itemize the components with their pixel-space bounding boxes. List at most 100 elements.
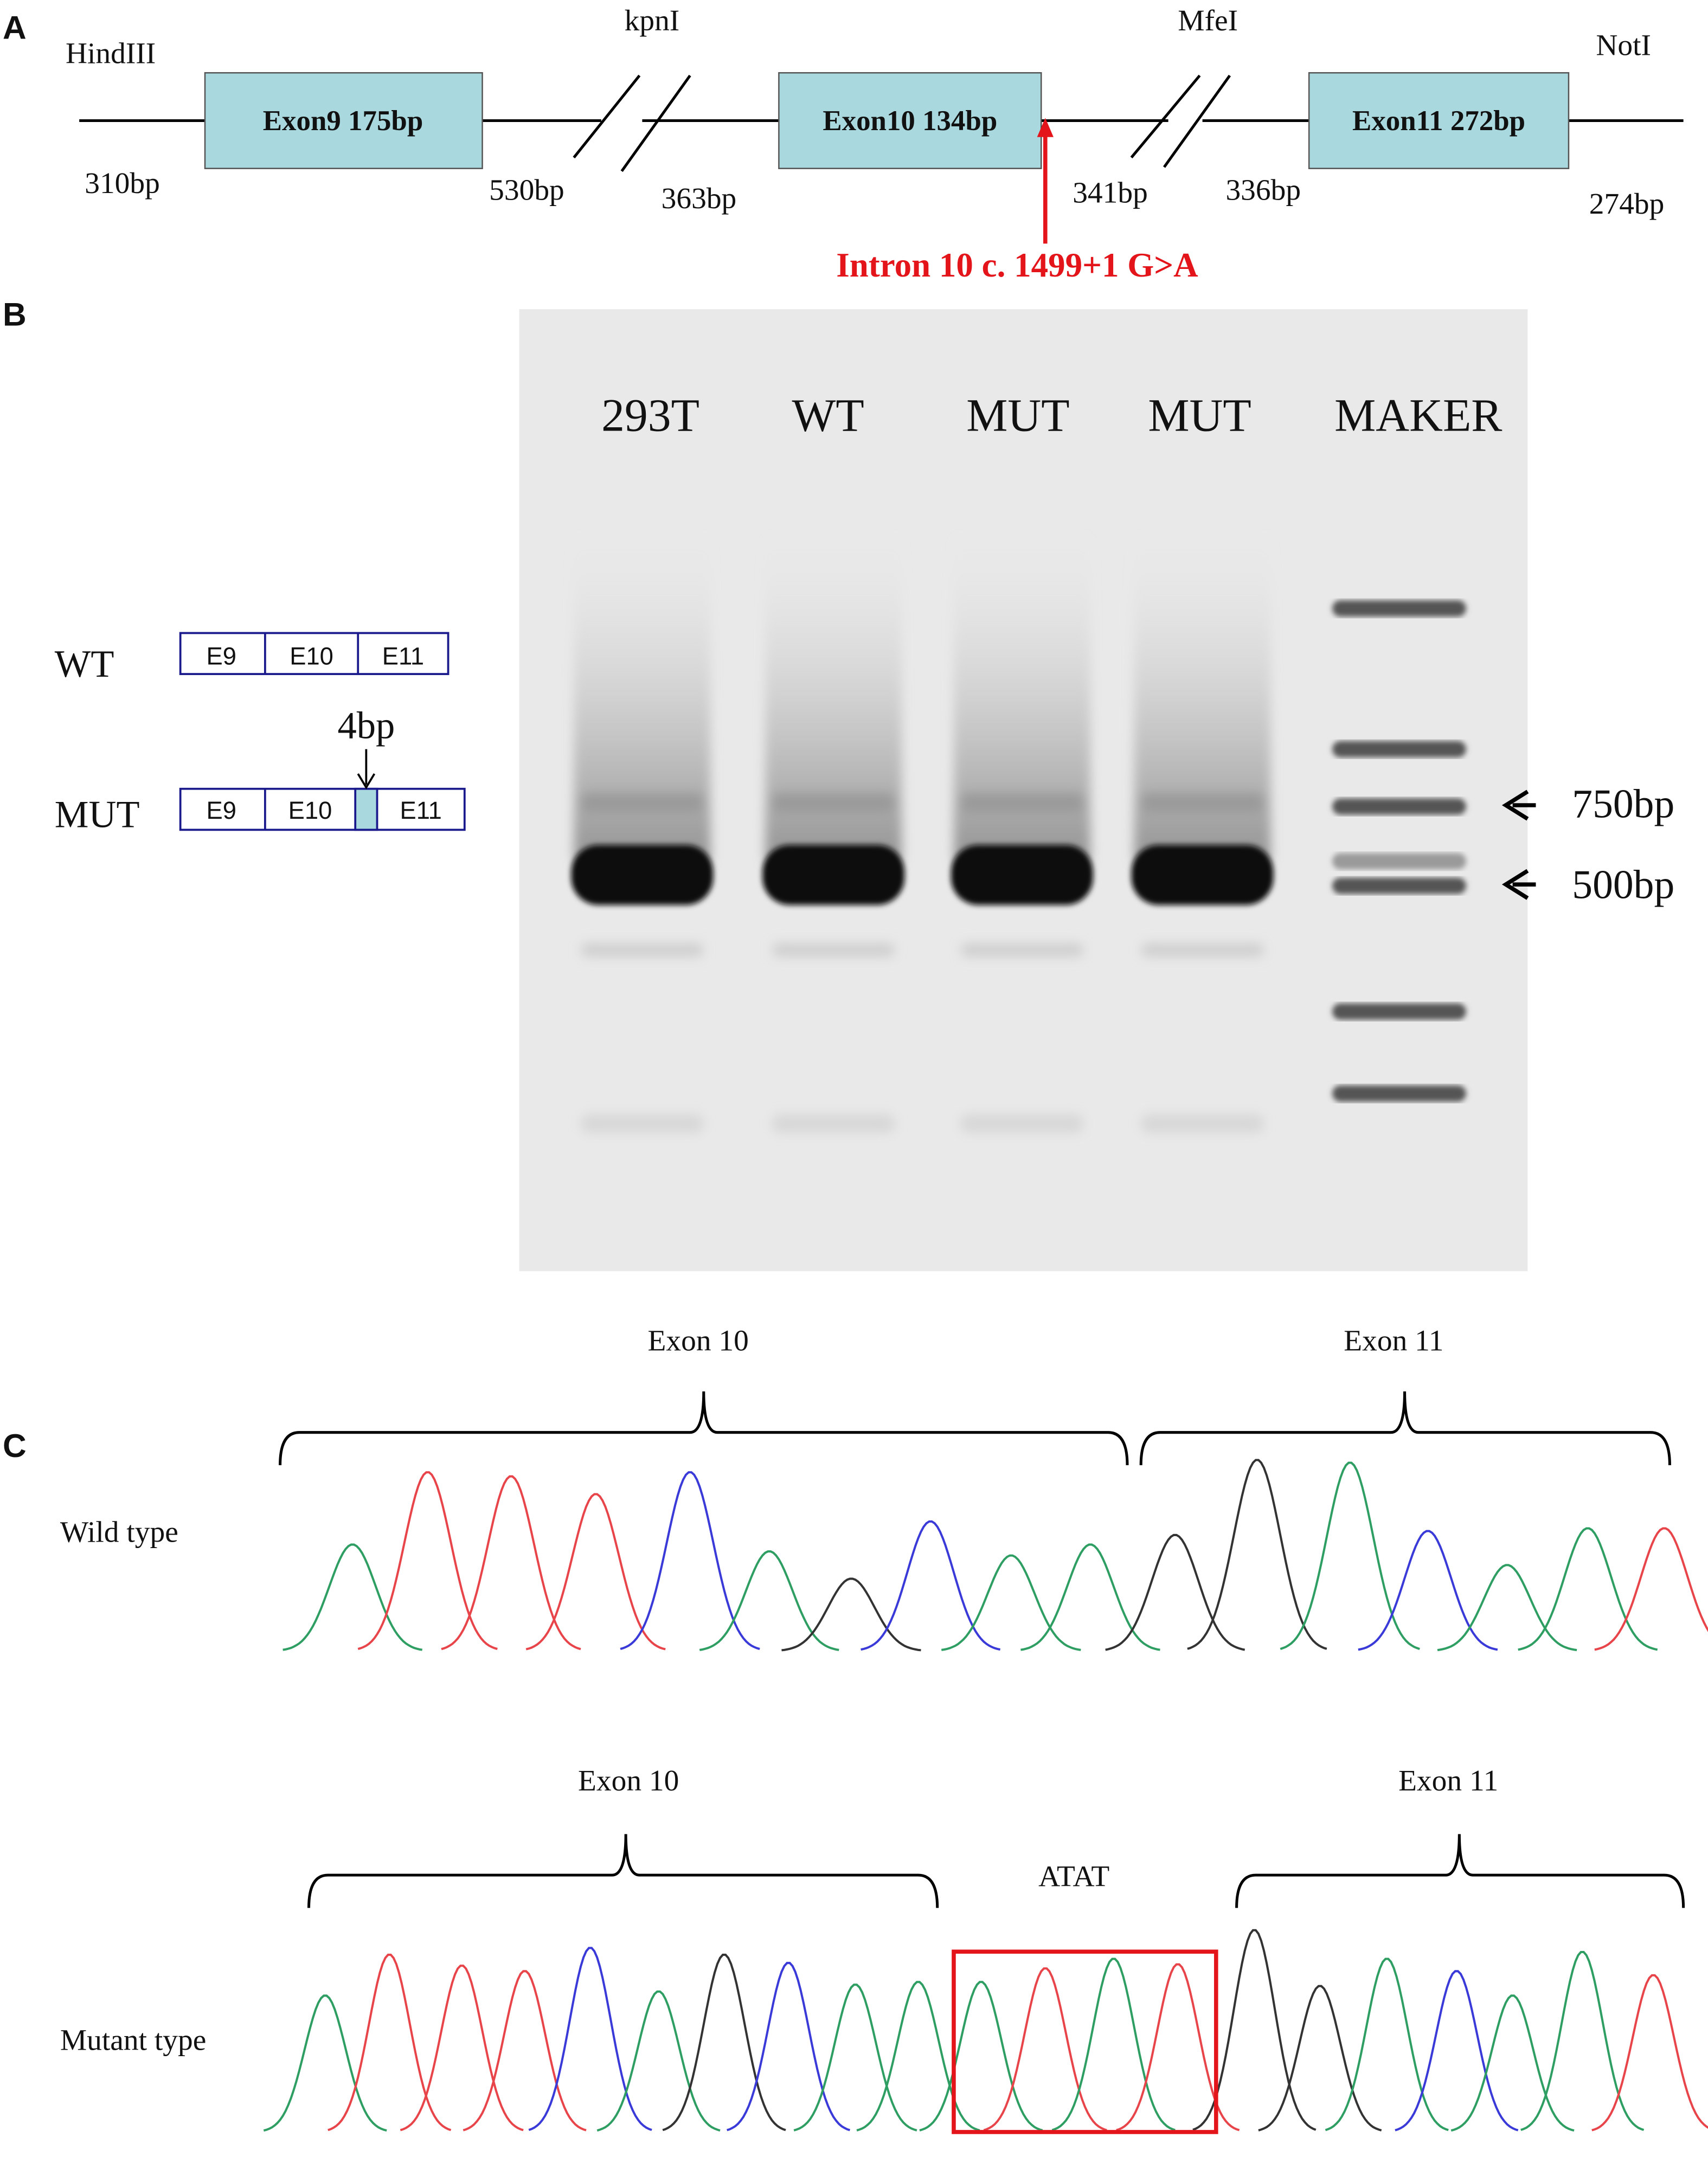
length-label: 530bp — [489, 174, 564, 207]
trace-peak — [400, 1965, 524, 2132]
band — [762, 845, 905, 905]
band-faint — [1141, 943, 1264, 957]
band-faint — [960, 793, 1084, 812]
trace-peak — [856, 1981, 980, 2132]
band — [951, 845, 1093, 905]
band-faint — [772, 1114, 895, 1133]
trace-peak — [793, 1983, 917, 2132]
region-label: Exon 11 — [1398, 1764, 1498, 1797]
trace-label: Mutant type — [60, 2024, 206, 2057]
length-label: 341bp — [1073, 176, 1148, 209]
length-label: 274bp — [1589, 187, 1665, 220]
marker-label: 750bp — [1572, 782, 1674, 827]
ladder-band — [1332, 1003, 1466, 1020]
band-faint — [772, 793, 895, 812]
trace-peak — [1116, 1963, 1240, 2132]
length-label: 336bp — [1225, 174, 1301, 207]
region-label: Exon 11 — [1344, 1324, 1443, 1357]
panel-a: A Exon9 175bp Exon10 134bp Exon11 272bp … — [3, 4, 1684, 284]
trace-peak — [1437, 1564, 1577, 1652]
band-faint — [1141, 793, 1264, 812]
region-label: Exon 10 — [578, 1764, 679, 1797]
site-label: MfeI — [1178, 4, 1238, 37]
trace-peak — [1594, 1527, 1708, 1651]
trace-peak — [596, 1990, 721, 2132]
trace-peak — [919, 1981, 1043, 2132]
lane-label: 293T — [601, 390, 699, 441]
trace-peak — [357, 1471, 498, 1651]
trace-peak — [328, 1954, 452, 2132]
ladder-band — [1332, 798, 1466, 815]
lane-label: WT — [792, 390, 864, 441]
band-faint — [1141, 1114, 1264, 1133]
lane-label: MAKER — [1334, 390, 1502, 441]
trace-peak — [983, 1967, 1107, 2132]
trace-peak — [1192, 1929, 1317, 2131]
ladder-band — [1332, 741, 1466, 757]
trace-peak — [699, 1550, 839, 1651]
exon-box-label: E11 — [400, 797, 441, 824]
trace-peak — [463, 1970, 587, 2132]
trace-peak — [781, 1577, 921, 1652]
band-faint — [772, 943, 895, 957]
bracket — [307, 1834, 939, 1908]
trace-peak — [441, 1475, 581, 1651]
band-faint — [581, 793, 704, 812]
mutation-label: Intron 10 c. 1499+1 G>A — [836, 246, 1198, 284]
ladder-band — [1332, 1085, 1466, 1102]
trace-peak — [1450, 1994, 1575, 2132]
trace-peak — [1105, 1533, 1245, 1651]
lane-label: MUT — [966, 390, 1069, 441]
trace-peak — [1325, 1957, 1449, 2132]
exon-label: Exon9 175bp — [263, 105, 423, 137]
trace-peak — [941, 1554, 1081, 1651]
panel-label: C — [3, 1427, 27, 1464]
schematic-label: WT — [55, 643, 114, 685]
panel-b: B 293T WT MUT MUT MAKER 750bp 500bp WT MUT E… — [3, 296, 1674, 1272]
band-faint — [960, 1114, 1084, 1133]
panel-label: B — [3, 296, 27, 332]
trace-label: Wild type — [60, 1515, 178, 1548]
trace-peak — [1395, 1970, 1519, 2132]
trace-peak — [1358, 1530, 1498, 1651]
trace-peak — [861, 1520, 1001, 1651]
region-label: Exon 10 — [648, 1324, 749, 1357]
site-label: NotI — [1596, 29, 1651, 62]
panel-c: C Exon 10 Exon 11 Wild type Exon 10 Exon… — [3, 1324, 1708, 2134]
site-label: kpnI — [625, 4, 680, 37]
exon-label: Exon10 134bp — [823, 105, 997, 137]
ladder-band — [1332, 853, 1466, 870]
trace-peak — [1520, 1951, 1645, 2132]
length-label: 363bp — [662, 182, 737, 215]
band — [571, 845, 714, 905]
length-label: 310bp — [85, 166, 160, 200]
band — [1131, 845, 1274, 905]
trace-peak — [1258, 1985, 1382, 2132]
trace-peak — [1591, 1974, 1708, 2132]
trace-peak — [282, 1543, 422, 1651]
trace-peak — [727, 1962, 851, 2132]
exon-box-label: E9 — [206, 642, 236, 670]
site-label: HindIII — [66, 37, 156, 70]
marker-label: 500bp — [1572, 862, 1674, 907]
trace-peak — [662, 1954, 786, 2132]
insert-label: ATAT — [1038, 1859, 1109, 1892]
trace-peak — [620, 1471, 760, 1651]
exon-box-label: E9 — [206, 797, 236, 824]
trace-peak — [1051, 1957, 1176, 2132]
exon-box-label: E10 — [288, 797, 332, 824]
schematic-label: MUT — [55, 793, 140, 836]
trace-peak — [528, 1947, 652, 2132]
bracket — [1139, 1391, 1671, 1466]
band-faint — [960, 943, 1084, 957]
band-faint — [581, 1114, 704, 1133]
ladder-band — [1332, 877, 1466, 894]
band-faint — [581, 943, 704, 957]
trace-peak — [1280, 1461, 1420, 1651]
panel-label: A — [3, 9, 27, 46]
lane-label: MUT — [1148, 390, 1251, 441]
exon-label: Exon11 272bp — [1352, 105, 1525, 137]
exon-box-label: E10 — [290, 642, 333, 670]
bracket — [1235, 1834, 1685, 1908]
